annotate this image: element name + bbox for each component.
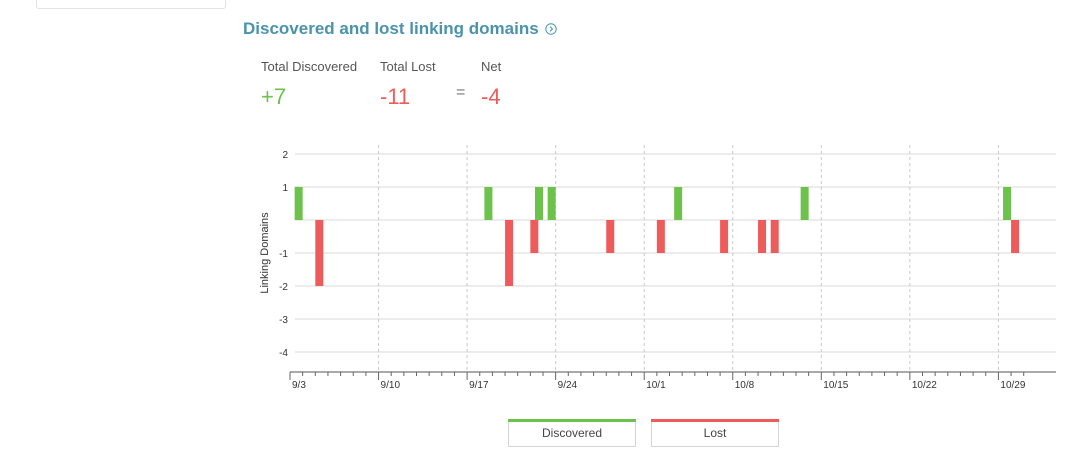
total-discovered-value: +7 bbox=[261, 84, 287, 109]
discovered-bar[interactable] bbox=[1003, 187, 1012, 220]
net-value: -4 bbox=[481, 84, 501, 109]
discovered-bar[interactable] bbox=[674, 187, 683, 220]
discovered-bar[interactable] bbox=[800, 187, 809, 220]
y-tick-label: -4 bbox=[279, 348, 288, 359]
x-tick-label: 10/22 bbox=[912, 380, 937, 391]
x-tick-label: 10/1 bbox=[646, 380, 666, 391]
legend-discovered-swatch bbox=[508, 419, 636, 422]
y-tick-label: -2 bbox=[279, 282, 288, 293]
x-tick-label: 9/24 bbox=[558, 380, 578, 391]
top-panel-edge bbox=[36, 0, 226, 9]
discovered-bar[interactable] bbox=[547, 187, 556, 220]
chart-heading: Discovered and lost linking domains bbox=[243, 19, 557, 39]
total-lost-label: Total Lost bbox=[380, 59, 436, 74]
y-axis-label: Linking Domains bbox=[259, 212, 271, 294]
lost-bar[interactable] bbox=[758, 220, 767, 253]
y-tick-label: 1 bbox=[282, 183, 288, 194]
x-tick-label: 10/15 bbox=[823, 380, 848, 391]
total-discovered-label: Total Discovered bbox=[261, 59, 358, 74]
lost-bar[interactable] bbox=[770, 220, 779, 253]
discovered-bar[interactable] bbox=[484, 187, 493, 220]
x-tick-label: 10/8 bbox=[735, 380, 755, 391]
net-label: Net bbox=[481, 59, 502, 74]
x-tick-label: 10/29 bbox=[1000, 380, 1025, 391]
discovered-bar[interactable] bbox=[535, 187, 543, 220]
legend-lost-label: Lost bbox=[703, 426, 727, 440]
x-tick-label: 9/17 bbox=[469, 380, 489, 391]
legend-discovered-label: Discovered bbox=[541, 426, 603, 440]
legend-lost-swatch bbox=[651, 419, 779, 422]
linking-domains-chart: 2 1 -1 -2 -3 -4 9/3 9/10 9/17 9/24 10/1 10/8 10/15 10… bbox=[259, 145, 1056, 391]
x-tick-label: 9/10 bbox=[381, 380, 401, 391]
lost-bar[interactable] bbox=[656, 220, 665, 253]
info-circle-chevron-icon[interactable] bbox=[544, 23, 557, 35]
lost-bar[interactable] bbox=[530, 220, 539, 253]
legend-lost-button[interactable]: Lost bbox=[651, 419, 779, 447]
equals-sign: = bbox=[456, 84, 466, 101]
lost-bar[interactable] bbox=[1011, 220, 1020, 253]
legend-discovered-button[interactable]: Discovered bbox=[508, 419, 636, 447]
lost-bar[interactable] bbox=[505, 220, 514, 286]
x-tick-label: 9/3 bbox=[292, 380, 306, 391]
y-tick-label: -1 bbox=[279, 249, 288, 260]
y-tick-label: 2 bbox=[282, 150, 288, 161]
total-lost-value: -11 bbox=[380, 84, 411, 109]
lost-bar[interactable] bbox=[606, 220, 615, 253]
lost-bar[interactable] bbox=[720, 220, 729, 253]
discovered-bar[interactable] bbox=[294, 187, 303, 220]
y-tick-label: -3 bbox=[279, 315, 288, 326]
lost-bar[interactable] bbox=[315, 220, 324, 286]
chart-title: Discovered and lost linking domains bbox=[243, 19, 539, 38]
